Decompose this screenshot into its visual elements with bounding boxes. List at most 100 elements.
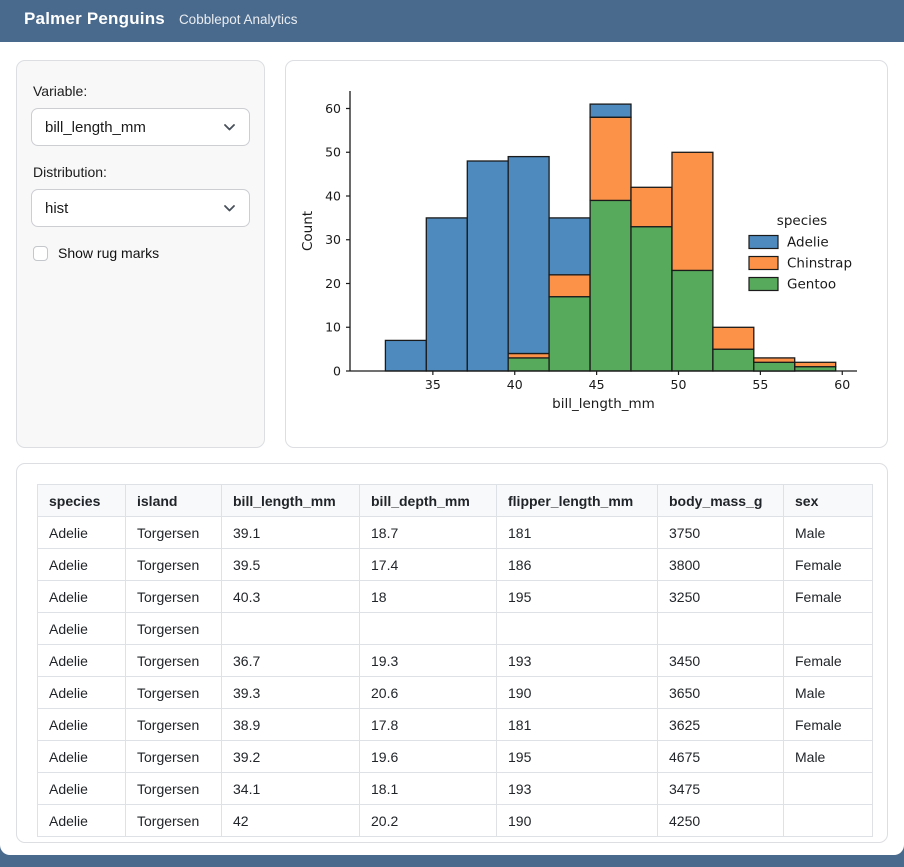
chart-card: 0 10 20 30 40 50 60 35 40 45 50 55 60 bill_length_mm C… [285, 60, 888, 448]
table-cell: Torgersen [125, 804, 222, 837]
table-cell: 4675 [657, 740, 784, 773]
rug-checkbox-label: Show rug marks [58, 245, 160, 261]
distribution-select[interactable]: hist [31, 189, 250, 227]
variable-select-value: bill_length_mm [45, 118, 146, 136]
table-cell: 190 [496, 804, 658, 837]
table-cell: Male [783, 740, 873, 773]
app-title: Palmer Penguins [24, 9, 165, 28]
table-row: Adelie Torgersen 39.1 18.7 181 3750 Male [37, 516, 873, 549]
table-cell: 195 [496, 740, 658, 773]
table-cell: Torgersen [125, 612, 222, 645]
main-content: Variable: bill_length_mm Distribution: h… [0, 42, 904, 855]
chevron-down-icon [224, 123, 235, 130]
table-cell: 19.6 [359, 740, 497, 773]
variable-select[interactable]: bill_length_mm [31, 108, 250, 146]
table-cell: 181 [496, 708, 658, 741]
table-cell: Adelie [37, 804, 126, 837]
table-cell: 40.3 [221, 580, 360, 613]
distribution-select-value: hist [45, 199, 69, 217]
svg-text:0: 0 [333, 363, 341, 378]
table-cell: Torgersen [125, 676, 222, 709]
table-cell: Adelie [37, 708, 126, 741]
table-cell: 181 [496, 516, 658, 549]
table-cell: Female [783, 548, 873, 581]
table-row: Adelie Torgersen 38.9 17.8 181 3625 Female [37, 708, 873, 741]
svg-text:50: 50 [671, 377, 687, 392]
svg-text:50: 50 [325, 145, 341, 160]
rug-checkbox[interactable] [33, 245, 48, 261]
table-cell [496, 612, 658, 645]
table-row: Adelie Torgersen 39.2 19.6 195 4675 Male [37, 740, 873, 773]
table-cell: Adelie [37, 612, 126, 645]
table-cell: Adelie [37, 580, 126, 613]
table-cell: 186 [496, 548, 658, 581]
svg-text:20: 20 [325, 276, 341, 291]
svg-text:60: 60 [325, 101, 341, 116]
svg-text:45: 45 [589, 377, 605, 392]
table-cell: 39.1 [221, 516, 360, 549]
table-cell: 38.9 [221, 708, 360, 741]
table-cell: 3650 [657, 676, 784, 709]
data-table: species island bill_length_mm bill_depth_mm… [37, 484, 873, 837]
table-cell: 18.7 [359, 516, 497, 549]
table-cell: 39.3 [221, 676, 360, 709]
distribution-label: Distribution: [33, 164, 107, 180]
chevron-down-icon [224, 204, 235, 211]
svg-text:bill_length_mm: bill_length_mm [552, 396, 655, 412]
column-header: bill_length_mm [221, 484, 360, 517]
svg-text:55: 55 [752, 377, 768, 392]
table-cell [359, 612, 497, 645]
svg-text:species: species [777, 213, 827, 229]
table-cell [783, 612, 873, 645]
table-row: Adelie Torgersen [37, 612, 873, 645]
table-header-row: species island bill_length_mm bill_depth_mm… [37, 484, 873, 517]
table-cell [783, 804, 873, 837]
table-cell: Male [783, 516, 873, 549]
variable-label: Variable: [33, 83, 88, 99]
table-cell: Torgersen [125, 548, 222, 581]
column-header: bill_depth_mm [359, 484, 497, 517]
table-cell: Female [783, 644, 873, 677]
table-cell [221, 612, 360, 645]
svg-text:Gentoo: Gentoo [787, 277, 836, 293]
table-cell: Torgersen [125, 580, 222, 613]
table-cell: Adelie [37, 772, 126, 805]
table-cell: 18.1 [359, 772, 497, 805]
table-cell [783, 772, 873, 805]
svg-text:40: 40 [507, 377, 523, 392]
table-cell: 18 [359, 580, 497, 613]
table-cell: Female [783, 708, 873, 741]
table-row: Adelie Torgersen 39.3 20.6 190 3650 Male [37, 676, 873, 709]
table-cell: Torgersen [125, 708, 222, 741]
table-cell: 3750 [657, 516, 784, 549]
table-row: Adelie Torgersen 42 20.2 190 4250 [37, 804, 873, 837]
column-header: body_mass_g [657, 484, 784, 517]
table-cell: 3450 [657, 644, 784, 677]
table-cell: Adelie [37, 676, 126, 709]
table-cell: 190 [496, 676, 658, 709]
table-row: Adelie Torgersen 40.3 18 195 3250 Female [37, 580, 873, 613]
table-cell: 195 [496, 580, 658, 613]
table-cell: 3800 [657, 548, 784, 581]
app-subtitle: Cobblepot Analytics [178, 12, 298, 27]
svg-text:40: 40 [325, 188, 341, 203]
table-cell: Adelie [37, 644, 126, 677]
column-header: island [125, 484, 222, 517]
table-cell: Adelie [37, 516, 126, 549]
header-bar: Palmer Penguins Cobblepot Analytics [0, 0, 904, 42]
table-cell: 193 [496, 644, 658, 677]
svg-text:Chinstrap: Chinstrap [787, 256, 852, 272]
svg-text:Adelie: Adelie [787, 235, 829, 251]
table-cell: Torgersen [125, 772, 222, 805]
table-cell: 4250 [657, 804, 784, 837]
table-cell: 3475 [657, 772, 784, 805]
table-cell: 3625 [657, 708, 784, 741]
table-cell: 39.2 [221, 740, 360, 773]
table-cell: 34.1 [221, 772, 360, 805]
svg-text:35: 35 [425, 377, 441, 392]
table-cell: 36.7 [221, 644, 360, 677]
table-cell [657, 612, 784, 645]
svg-text:10: 10 [325, 320, 341, 335]
table-cell: 20.2 [359, 804, 497, 837]
svg-text:30: 30 [325, 232, 341, 247]
